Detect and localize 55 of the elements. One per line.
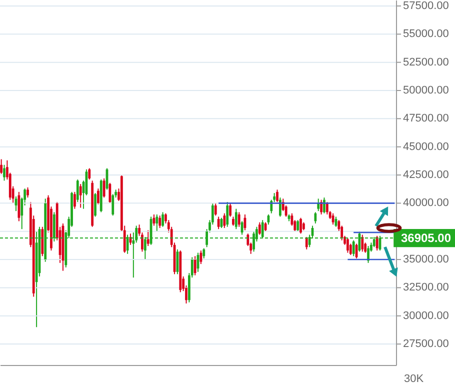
candlestick [79, 184, 82, 208]
candlestick [162, 212, 164, 228]
candlestick [226, 202, 229, 228]
candlestick [317, 198, 320, 212]
candlestick [234, 208, 238, 230]
candlestick [296, 220, 300, 232]
y-tick-label: 50000.00 [403, 84, 449, 96]
candlestick [278, 197, 282, 218]
candlestick [367, 246, 370, 264]
candlestick [0, 158, 3, 174]
text: 30K [404, 373, 424, 384]
candlestick [76, 179, 79, 203]
candlestick [146, 230, 150, 246]
y-tick-label: 42500.00 [403, 169, 449, 182]
candlestick [314, 212, 317, 224]
candlestick [88, 168, 91, 180]
y-tick-label: 35000.00 [403, 254, 449, 266]
y-tick-label: 32500.00 [403, 282, 449, 294]
candlestick [305, 236, 308, 250]
candlestick [194, 256, 196, 276]
candlestick [112, 194, 114, 216]
candlestick [361, 234, 364, 252]
y-tick-label: 57500.00 [403, 0, 449, 12]
candlestick [108, 182, 112, 204]
y-tick-label: 52500.00 [403, 56, 449, 68]
candlestick [376, 235, 378, 252]
candlestick [258, 222, 261, 236]
candlestick [300, 217, 302, 234]
y-tick-label: 40000.00 [403, 197, 449, 210]
candlestick [26, 186, 29, 198]
y-tick-label: 47500.00 [403, 112, 449, 125]
candlestick [276, 189, 278, 203]
candlestick [158, 215, 162, 228]
candlestick [223, 212, 226, 228]
candlestick [18, 191, 20, 222]
y-tick-label: 45000.00 [403, 140, 449, 153]
candlestick [74, 191, 76, 210]
y-tick-label: 30000.00 [403, 310, 449, 322]
candlestick [352, 240, 355, 257]
candlestick [94, 192, 96, 218]
candlestick [202, 248, 206, 259]
ref-line-label: 36905.00 [400, 231, 452, 246]
candlestick [229, 202, 232, 218]
candlestick [102, 178, 106, 198]
y-tick-label: 27500.00 [403, 338, 449, 350]
candlestick [96, 188, 100, 205]
candlestick [326, 202, 328, 215]
candlestick [200, 250, 202, 265]
candlestick [232, 216, 234, 226]
candlestick [156, 214, 158, 232]
candlestick [238, 212, 240, 228]
y-tick-label: 55000.00 [403, 28, 449, 40]
candlestick [346, 238, 349, 254]
candlestick [3, 164, 6, 182]
candlestick [214, 202, 217, 216]
